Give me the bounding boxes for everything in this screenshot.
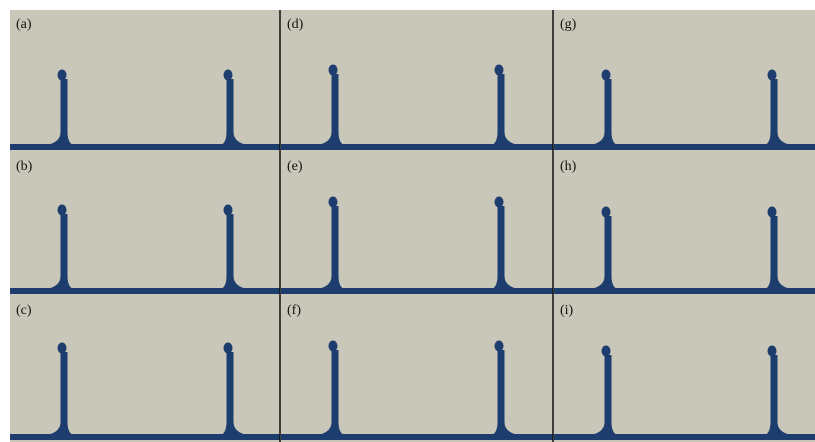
jet-head <box>58 343 67 354</box>
jet-head <box>224 343 233 354</box>
jet-head <box>224 70 233 81</box>
jet-head <box>768 346 777 357</box>
jet-head <box>495 341 504 352</box>
panel-label: (d) <box>287 17 304 32</box>
jet-head <box>329 65 338 76</box>
jet-head <box>58 205 67 216</box>
jet-head <box>58 70 67 81</box>
panel-label: (h) <box>560 159 577 174</box>
background <box>10 10 815 442</box>
jet-head <box>768 207 777 218</box>
panel-label: (a) <box>16 17 32 32</box>
panel-label: (f) <box>287 303 301 318</box>
jet-head <box>768 70 777 81</box>
jet-head <box>602 207 611 218</box>
figure: (a) (b) (c) (d) (e) (f) (g) (h) (i) <box>0 0 815 442</box>
jet-head <box>495 65 504 76</box>
jet-head <box>495 197 504 208</box>
jet-head <box>224 205 233 216</box>
panel-label: (g) <box>560 17 577 32</box>
panel-label: (c) <box>16 303 32 318</box>
panel-label: (e) <box>287 159 303 174</box>
jet-head <box>329 341 338 352</box>
jet-head <box>329 197 338 208</box>
panel-label: (b) <box>16 159 33 174</box>
panel-label: (i) <box>560 303 574 318</box>
jet-head <box>602 346 611 357</box>
jet-head <box>602 70 611 81</box>
